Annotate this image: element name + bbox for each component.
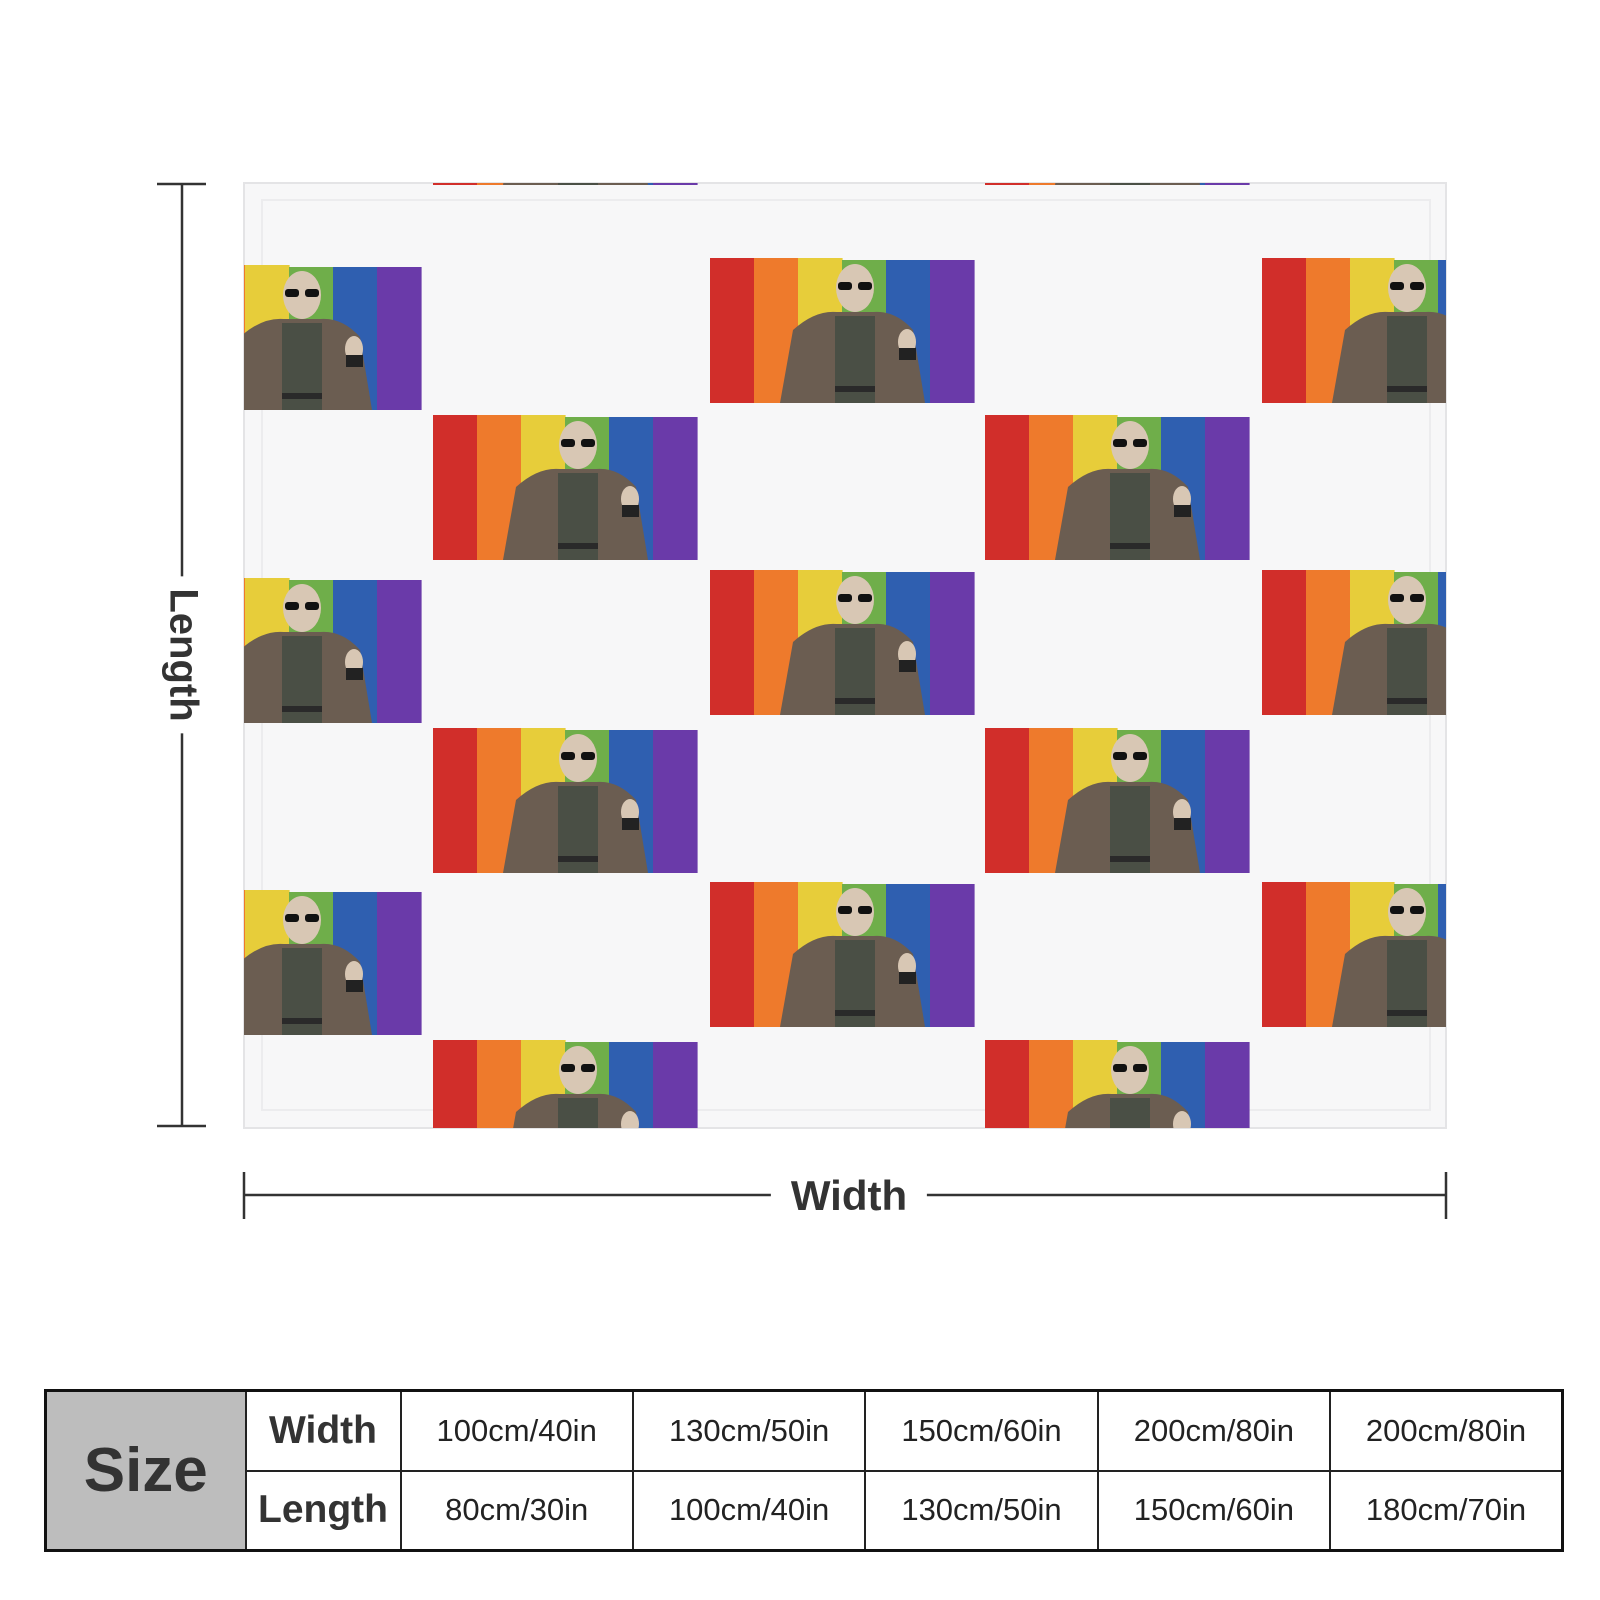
size-header: Size — [44, 1389, 247, 1552]
width-value: 150cm/60in — [864, 1389, 1099, 1472]
rainbow-flag-tile — [710, 882, 975, 1027]
rainbow-flag-tile — [244, 578, 422, 723]
rainbow-flag-tile — [1262, 258, 1446, 403]
rainbow-flag-tile — [1262, 570, 1446, 715]
width-row-label: Width — [244, 1389, 402, 1472]
rainbow-flag-tile — [433, 728, 698, 873]
width-row: Size Width 100cm/40in 130cm/50in 150cm/6… — [44, 1389, 1564, 1552]
width-value: 100cm/40in — [399, 1389, 634, 1472]
rainbow-flag-tile — [985, 1040, 1250, 1128]
rainbow-flag-tile — [1262, 882, 1446, 1027]
length-value: 100cm/40in — [631, 1469, 867, 1552]
length-value: 130cm/50in — [864, 1469, 1099, 1552]
rainbow-flag-tile — [710, 258, 975, 403]
length-value: 180cm/70in — [1329, 1469, 1564, 1552]
rainbow-flag-tile — [244, 890, 422, 1035]
rainbow-flag-tile — [244, 265, 422, 410]
width-value: 200cm/80in — [1329, 1389, 1564, 1472]
length-value: 150cm/60in — [1096, 1469, 1332, 1552]
rainbow-flag-tile — [433, 183, 698, 185]
width-value: 200cm/80in — [1096, 1389, 1332, 1472]
length-row-label: Length — [244, 1469, 402, 1552]
pattern-tiles — [244, 183, 1446, 1128]
rainbow-flag-tile — [710, 570, 975, 715]
rainbow-flag-tile — [433, 415, 698, 560]
size-chart-table: Size Width 100cm/40in 130cm/50in 150cm/6… — [44, 1389, 1564, 1552]
width-label: Width — [770, 1172, 928, 1220]
length-row: Length 80cm/30in 100cm/40in 130cm/50in 1… — [46, 1469, 1564, 1552]
rainbow-flag-tile — [985, 728, 1250, 873]
length-value: 80cm/30in — [399, 1469, 634, 1552]
rainbow-flag-tile — [985, 183, 1250, 185]
rainbow-flag-tile — [985, 415, 1250, 560]
rainbow-flag-tile — [433, 1040, 698, 1128]
width-value: 130cm/50in — [631, 1389, 867, 1472]
length-label: Length — [160, 576, 206, 734]
